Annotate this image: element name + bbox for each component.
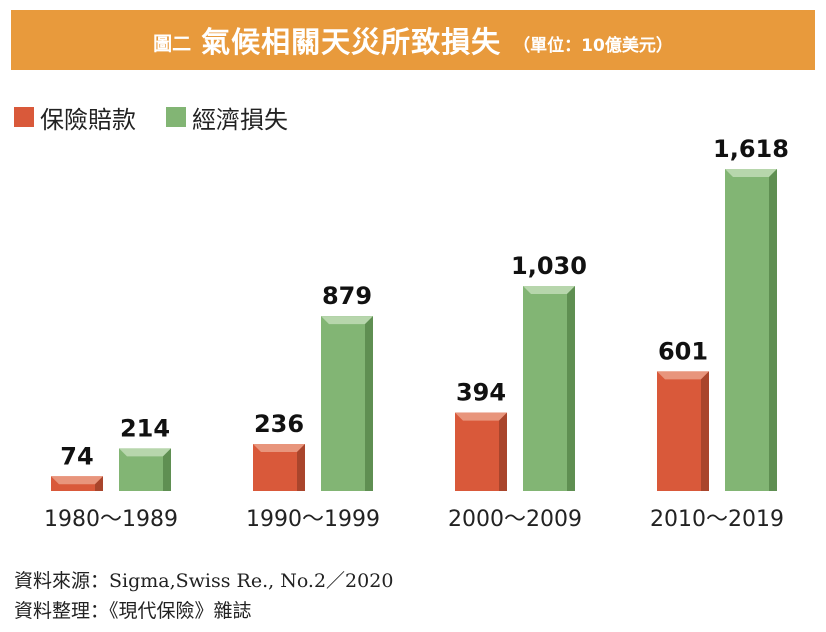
legend-item-insured: 保險賠款 bbox=[14, 100, 136, 135]
bar-top-economic bbox=[119, 448, 171, 457]
figure-number: 圖二 bbox=[153, 32, 192, 55]
legend-swatch-economic bbox=[166, 107, 186, 127]
data-label-economic: 1,030 bbox=[511, 252, 587, 280]
bar-economic bbox=[523, 286, 575, 491]
data-label-insured: 601 bbox=[658, 337, 708, 365]
bar-side-insured bbox=[701, 371, 709, 491]
data-label-insured: 74 bbox=[60, 442, 93, 470]
bar-top-insured bbox=[51, 476, 103, 485]
x-tick-label: 2000～2009 bbox=[448, 507, 582, 532]
x-tick-label: 1990～1999 bbox=[246, 507, 380, 532]
bar-side-insured bbox=[297, 444, 305, 491]
data-label-economic: 214 bbox=[120, 414, 170, 442]
title-bar: 圖二 氣候相關天災所致損失 （單位：10億美元） bbox=[11, 10, 815, 70]
bar-top-economic bbox=[725, 169, 777, 177]
bar-side-economic bbox=[769, 169, 777, 491]
bar-side-insured bbox=[95, 476, 103, 491]
bar-top-economic bbox=[523, 286, 575, 295]
bar-side-insured bbox=[499, 412, 507, 491]
data-label-insured: 236 bbox=[254, 410, 304, 438]
legend-swatch-insured bbox=[14, 107, 34, 127]
bar-top-insured bbox=[253, 444, 305, 453]
legend-item-economic: 經濟損失 bbox=[166, 100, 288, 135]
bar-top-insured bbox=[455, 412, 507, 421]
bar-side-economic bbox=[567, 286, 575, 491]
x-tick-label: 1980～1989 bbox=[44, 507, 178, 532]
bar-insured bbox=[455, 412, 507, 491]
unit-label: （單位：10億美元） bbox=[513, 35, 673, 56]
source-note: 資料來源：Sigma,Swiss Re., No.2／2020 bbox=[14, 570, 394, 592]
compiler-note: 資料整理：《現代保險》雜誌 bbox=[14, 600, 252, 622]
data-label-economic: 1,618 bbox=[713, 135, 789, 163]
bar-economic bbox=[725, 169, 777, 491]
data-label-insured: 394 bbox=[456, 379, 506, 407]
chart-title: 氣候相關天災所致損失 bbox=[201, 25, 502, 59]
bar-side-economic bbox=[365, 316, 373, 491]
legend-label-economic: 經濟損失 bbox=[192, 105, 288, 134]
data-label-economic: 879 bbox=[322, 282, 372, 310]
bar-top-insured bbox=[657, 371, 709, 380]
bar-economic bbox=[321, 316, 373, 491]
bar-insured bbox=[657, 371, 709, 491]
bar-side-economic bbox=[163, 448, 171, 491]
legend-label-insured: 保險賠款 bbox=[40, 105, 136, 134]
x-tick-label: 2010～2019 bbox=[650, 507, 784, 532]
bar-top-economic bbox=[321, 316, 373, 325]
legend: 保險賠款 經濟損失 bbox=[14, 100, 318, 135]
